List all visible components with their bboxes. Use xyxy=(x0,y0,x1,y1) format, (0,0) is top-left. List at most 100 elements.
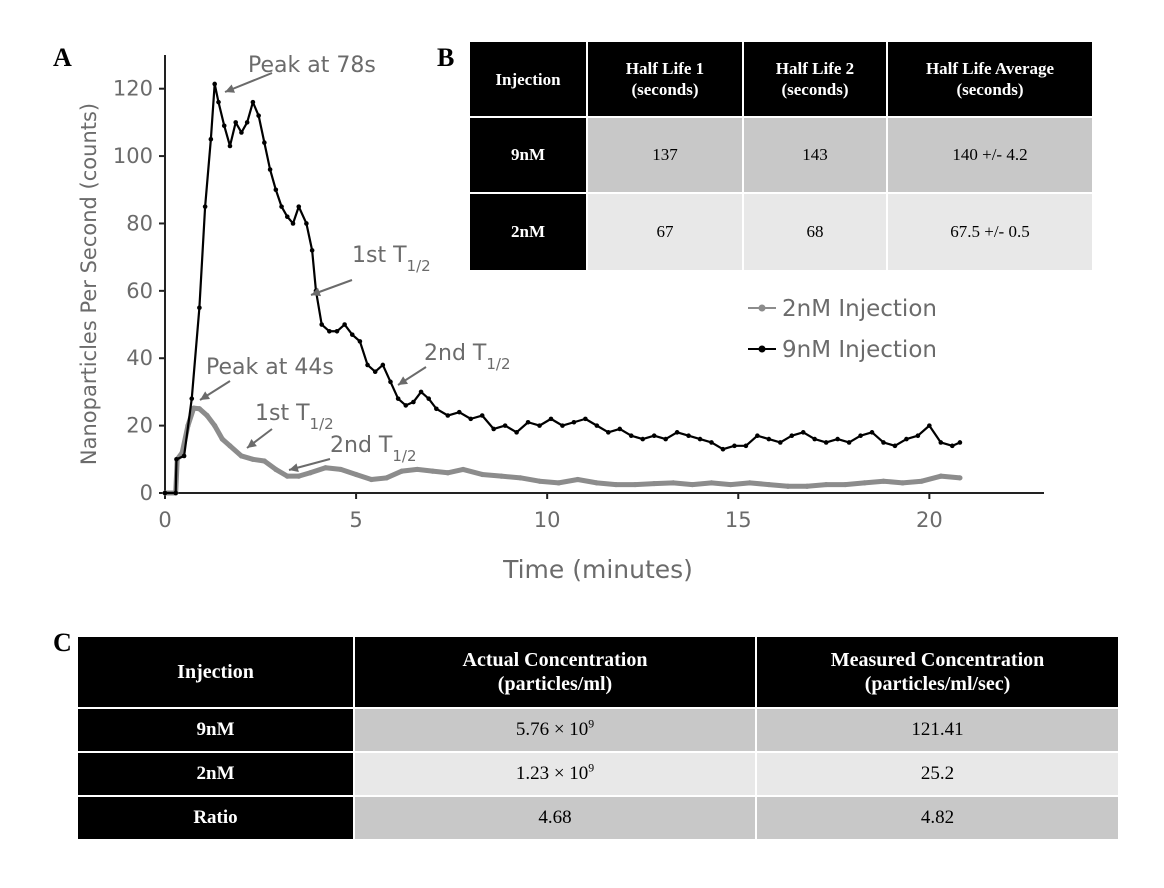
series-2nm-point xyxy=(191,405,197,411)
series-9nm-point xyxy=(267,167,273,172)
table-b-cell-avg: 67.5 +/- 0.5 xyxy=(886,192,1094,272)
series-2nm-point xyxy=(196,406,202,412)
annotation-label: Peak at 44s xyxy=(206,355,334,380)
table-row: 2nM 67 68 67.5 +/- 0.5 xyxy=(468,192,1094,272)
series-9nm-point xyxy=(514,430,519,435)
annotation-subscript: 1/2 xyxy=(486,355,510,373)
series-9nm-point xyxy=(881,440,886,445)
series-9nm-point xyxy=(388,379,393,385)
series-2nm-point xyxy=(296,473,302,479)
series-2nm-point xyxy=(899,480,906,486)
y-tick-label: 60 xyxy=(126,279,153,303)
series-9nm-point xyxy=(732,443,737,449)
series-9nm-point xyxy=(755,433,760,439)
panel-label-b: B xyxy=(437,43,455,72)
series-9nm-point xyxy=(349,332,355,337)
series-9nm-point xyxy=(957,440,963,445)
series-2nm-point xyxy=(338,466,344,473)
table-c-cell-measured: 121.41 xyxy=(755,707,1120,753)
table-c-header-injection: Injection xyxy=(76,635,355,709)
series-9nm-point xyxy=(418,389,424,395)
series-2nm-point xyxy=(594,480,600,486)
table-b-cell-avg: 140 +/- 4.2 xyxy=(886,116,1094,194)
series-9nm-point xyxy=(456,409,462,415)
series-9nm-point xyxy=(674,430,680,435)
y-tick-label: 120 xyxy=(113,77,153,101)
y-tick-label: 40 xyxy=(126,346,153,370)
table-row: 9nM 5.76 × 109 121.41 xyxy=(76,707,1120,753)
series-2nm-point xyxy=(204,412,210,419)
series-9nm-point xyxy=(221,123,227,129)
series-9nm-point xyxy=(212,81,217,87)
series-2nm-point xyxy=(632,481,638,488)
series-2nm-point xyxy=(384,475,390,481)
x-tick-label: 20 xyxy=(916,508,943,532)
series-2nm-point xyxy=(556,480,562,486)
series-2nm-point xyxy=(823,481,829,488)
table-row: 9nM 137 143 140 +/- 4.2 xyxy=(468,116,1094,194)
table-c-header-actual: Actual Concentration (particles/ml) xyxy=(353,635,757,709)
series-9nm-point xyxy=(479,413,485,418)
series-9nm-point xyxy=(835,436,840,442)
table-c-cell-injection: 9nM xyxy=(76,707,355,753)
series-9nm-point xyxy=(296,204,302,209)
table-b-cell-hl1: 137 xyxy=(586,116,744,194)
x-tick-label: 10 xyxy=(534,508,561,532)
series-2nm-point xyxy=(785,483,791,489)
series-2nm-point xyxy=(842,481,848,488)
series-2nm-point xyxy=(479,471,485,478)
y-tick-label: 0 xyxy=(140,481,153,505)
series-9nm-point xyxy=(606,430,611,435)
annotation-arrowhead xyxy=(311,287,321,297)
annotation-label: 1st T1/2 xyxy=(352,243,431,275)
series-9nm-point xyxy=(256,113,261,118)
series-9nm-point xyxy=(583,416,588,422)
series-9nm-point xyxy=(789,433,795,439)
series-9nm-point xyxy=(548,416,554,422)
series-2nm-point xyxy=(575,476,581,483)
series-9nm-point xyxy=(181,453,187,459)
table-b-cell-hl2: 143 xyxy=(742,116,888,194)
series-9nm-point xyxy=(174,457,179,462)
annotation-arrowhead xyxy=(398,376,409,385)
annotation-label: 1st T1/2 xyxy=(255,401,334,433)
series-2nm-point xyxy=(219,436,225,442)
series-2nm-point xyxy=(273,466,279,473)
series-9nm-point xyxy=(244,120,250,125)
series-9nm-point xyxy=(173,490,179,496)
series-9nm-point xyxy=(189,396,195,401)
series-9nm-point xyxy=(640,436,646,442)
y-tick-label: 100 xyxy=(113,144,153,168)
y-tick-label: 20 xyxy=(126,414,153,438)
table-c-cell-injection: 2nM xyxy=(76,751,355,797)
series-9nm-point xyxy=(426,396,432,401)
series-9nm-point xyxy=(357,339,363,344)
annotation-subscript: 1/2 xyxy=(310,415,334,433)
series-9nm-point xyxy=(502,423,508,428)
annotation-subscript: 1/2 xyxy=(407,257,431,275)
series-9nm-point xyxy=(927,423,932,428)
series-9nm-point xyxy=(434,406,439,412)
series-9nm-point xyxy=(858,433,863,439)
y-axis-label: Nanoparticles Per Second (counts) xyxy=(77,103,101,465)
series-9nm-point xyxy=(915,433,921,439)
series-2nm-point xyxy=(919,478,925,484)
y-tick-label: 80 xyxy=(126,211,153,235)
series-9nm-point xyxy=(290,221,296,226)
series-2nm-point xyxy=(368,476,374,483)
series-2nm-point xyxy=(861,480,867,486)
series-9nm-point xyxy=(892,443,898,449)
table-b-header-half-life-2: Half Life 2 (seconds) xyxy=(742,40,888,118)
series-2nm-point xyxy=(670,480,676,486)
table-b-header-half-life-1: Half Life 1 (seconds) xyxy=(586,40,744,118)
series-2nm-point xyxy=(517,475,524,481)
annotation-label: 2nd T1/2 xyxy=(330,433,416,465)
series-9nm-point xyxy=(273,187,279,193)
legend-label: 2nM Injection xyxy=(782,296,937,322)
series-2nm-point xyxy=(498,473,504,479)
annotation-arrowhead xyxy=(247,438,257,448)
table-row: 2nM 1.23 × 109 25.2 xyxy=(76,751,1120,797)
annotation-arrowhead xyxy=(225,84,236,93)
annotation-arrowhead xyxy=(289,463,299,473)
series-9nm-point xyxy=(304,221,309,226)
